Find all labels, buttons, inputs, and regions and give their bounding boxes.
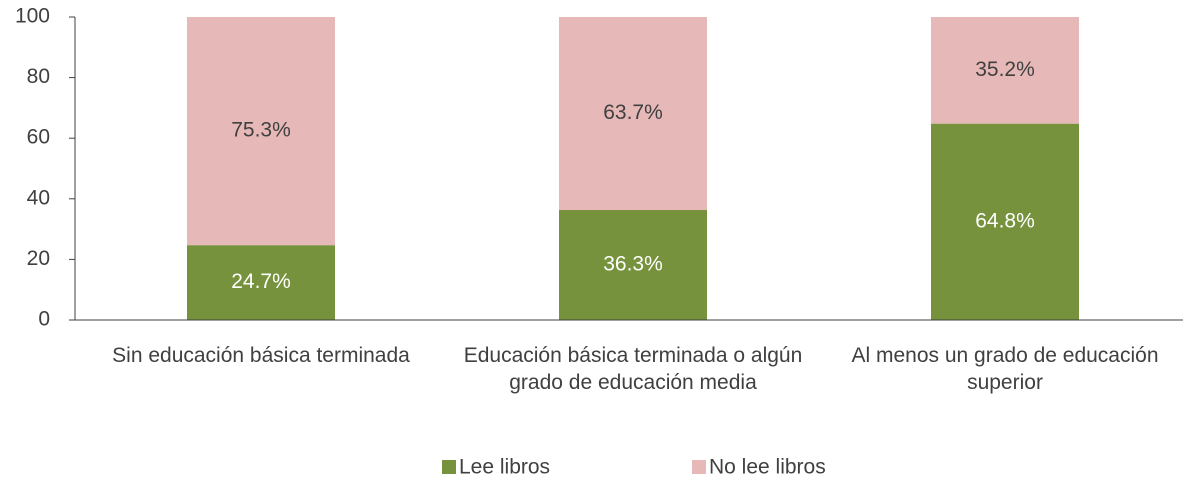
legend-swatch <box>442 460 456 474</box>
x-tick-label: Educación básica terminada o algún grado… <box>463 344 803 394</box>
y-tick-label: 40 <box>27 186 50 209</box>
data-label: 64.8% <box>975 209 1035 232</box>
bar-segment <box>931 17 1079 124</box>
bar-segment <box>931 123 1079 320</box>
bar-segment <box>559 210 707 320</box>
y-tick-label: 100 <box>15 5 50 28</box>
x-tick-label: Al menos un grado de educación superior <box>851 344 1159 394</box>
data-label: 63.7% <box>603 101 663 124</box>
y-tick-label: 0 <box>38 308 50 331</box>
legend-swatch <box>692 460 706 474</box>
data-label: 75.3% <box>231 119 291 142</box>
bar-segment <box>187 17 335 246</box>
y-tick-label: 60 <box>27 126 50 149</box>
bar-segment <box>559 17 707 211</box>
data-label: 24.7% <box>231 270 291 293</box>
y-tick-label: 20 <box>27 247 50 270</box>
x-tick-label: Sin educación básica terminada <box>112 344 410 367</box>
data-label: 35.2% <box>975 58 1035 81</box>
bar-segment <box>187 245 335 320</box>
legend-label: No lee libros <box>709 456 826 479</box>
legend-label: Lee libros <box>459 456 550 479</box>
y-tick-label: 80 <box>27 65 50 88</box>
data-label: 36.3% <box>603 253 663 276</box>
